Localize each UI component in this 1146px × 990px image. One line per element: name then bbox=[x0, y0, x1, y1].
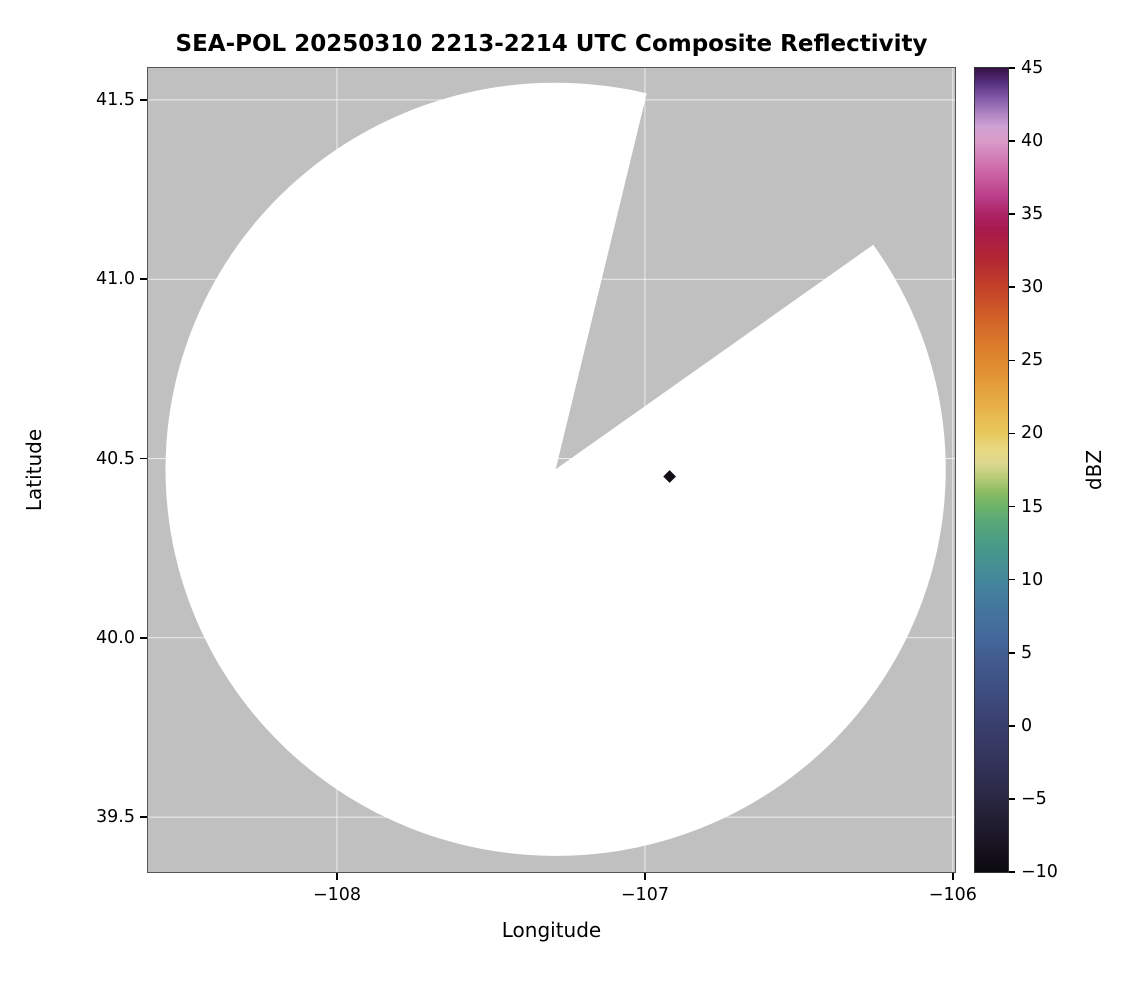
colorbar-tick-label: 5 bbox=[1021, 642, 1033, 663]
colorbar-tick-mark bbox=[1009, 578, 1015, 581]
y-tick-label: 39.5 bbox=[96, 807, 135, 828]
colorbar-tick-label: 10 bbox=[1021, 569, 1044, 590]
radar-plot-canvas bbox=[148, 68, 955, 872]
colorbar-tick-mark bbox=[1009, 213, 1015, 215]
colorbar-tick-label: 15 bbox=[1021, 496, 1044, 517]
colorbar-tick-label: −5 bbox=[1021, 788, 1047, 809]
colorbar-tick-label: 35 bbox=[1021, 204, 1044, 225]
colorbar-tick-mark bbox=[1009, 432, 1015, 435]
colorbar-tick-mark bbox=[1009, 651, 1015, 654]
colorbar-label: dBZ bbox=[1082, 449, 1106, 491]
colorbar-tick-mark bbox=[1009, 725, 1015, 727]
colorbar-tick-label: 45 bbox=[1021, 58, 1044, 78]
colorbar-tick-label: 30 bbox=[1021, 277, 1044, 298]
colorbar-tick-label: 0 bbox=[1021, 715, 1033, 736]
colorbar-tick-mark bbox=[1009, 67, 1015, 69]
x-tick-label: −106 bbox=[928, 885, 977, 905]
chart-title: SEA-POL 20250310 2213-2214 UTC Composite… bbox=[175, 31, 928, 57]
y-tick-label: 41.5 bbox=[96, 89, 135, 110]
colorbar-tick-mark bbox=[1009, 140, 1015, 142]
y-tick-label: 41.0 bbox=[96, 269, 135, 290]
colorbar bbox=[974, 67, 1009, 873]
colorbar-tick-mark bbox=[1009, 359, 1015, 362]
y-tick-mark bbox=[140, 457, 147, 460]
y-tick-mark bbox=[140, 816, 147, 818]
y-tick-mark bbox=[140, 637, 147, 639]
colorbar-tick-label: 40 bbox=[1021, 131, 1044, 152]
y-tick-label: 40.5 bbox=[96, 448, 135, 469]
radar-coverage-area bbox=[165, 82, 946, 856]
x-tick-mark bbox=[644, 873, 646, 880]
colorbar-tick-label: 20 bbox=[1021, 423, 1044, 444]
colorbar-tick-mark bbox=[1009, 798, 1015, 800]
x-tick-label: −108 bbox=[313, 885, 362, 905]
y-axis-label: Latitude bbox=[22, 428, 46, 512]
x-tick-mark bbox=[952, 873, 954, 880]
colorbar-tick-mark bbox=[1009, 505, 1015, 508]
y-tick-mark bbox=[140, 99, 147, 101]
colorbar-tick-mark bbox=[1009, 286, 1015, 289]
x-tick-mark bbox=[336, 873, 338, 880]
y-tick-mark bbox=[140, 278, 147, 280]
y-tick-label: 40.0 bbox=[96, 627, 135, 648]
colorbar-tick-label: −10 bbox=[1021, 862, 1058, 882]
colorbar-tick-label: 25 bbox=[1021, 350, 1044, 371]
x-tick-label: −107 bbox=[620, 885, 669, 905]
colorbar-gradient bbox=[975, 68, 1008, 872]
plot-area bbox=[147, 67, 956, 873]
colorbar-tick-mark bbox=[1009, 871, 1015, 873]
x-axis-label: Longitude bbox=[501, 918, 602, 942]
